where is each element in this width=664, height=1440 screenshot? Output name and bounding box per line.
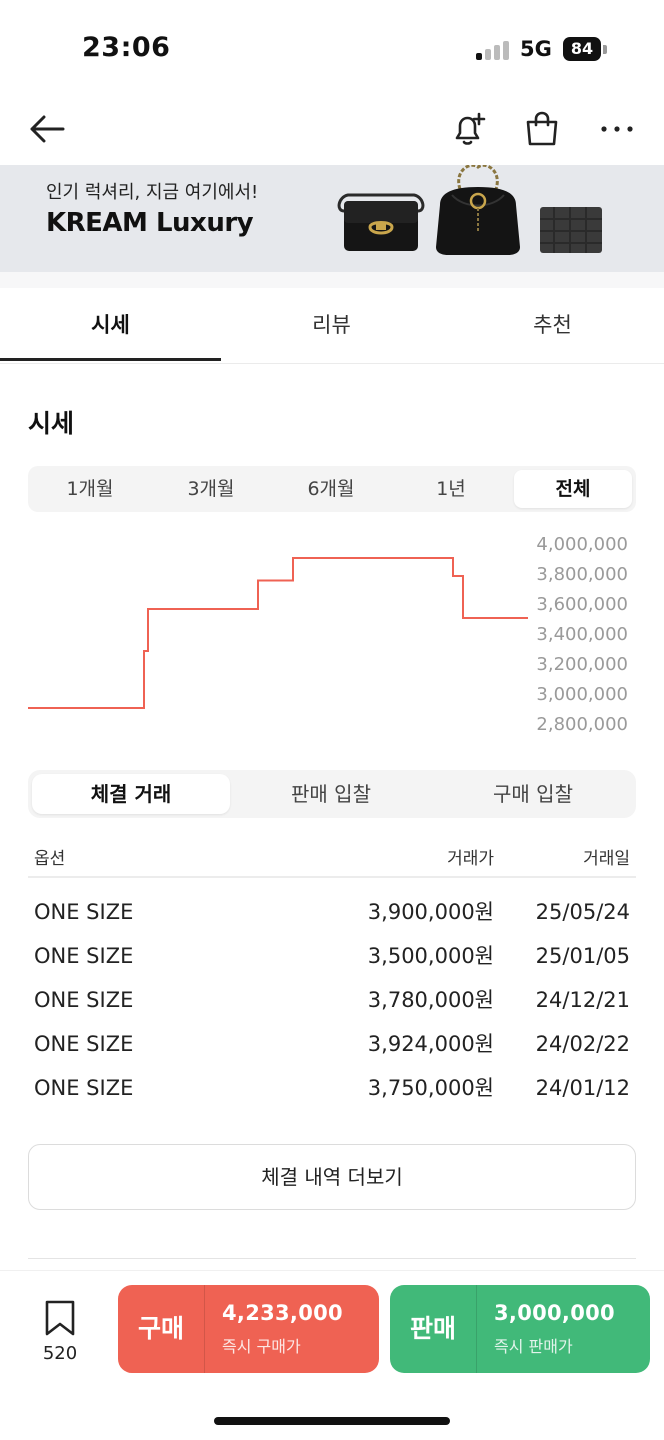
period-all[interactable]: 전체 — [514, 470, 632, 508]
row-date: 24/01/12 — [535, 1076, 630, 1100]
bottom-action-bar: 520 구매 4,233,000 즉시 구매가 판매 3,000,000 즉시 … — [0, 1270, 664, 1440]
detail-tabs: 시세 리뷰 추천 — [0, 288, 664, 364]
row-date: 24/02/22 — [535, 1032, 630, 1056]
black-shoulder-bag-image — [337, 193, 425, 251]
period-6-month[interactable]: 6개월 — [307, 478, 355, 500]
row-date: 24/12/21 — [535, 988, 630, 1012]
trade-tab-completed[interactable]: 체결 거래 — [32, 774, 230, 814]
trade-table-header: 옵션 거래가 거래일 — [28, 838, 636, 878]
row-option: ONE SIZE — [34, 900, 134, 924]
table-row: ONE SIZE 3,750,000원 24/01/12 — [34, 1066, 630, 1110]
row-price: 3,924,000원 — [367, 1032, 494, 1056]
price-chart: 4,000,000 3,800,000 3,600,000 3,400,000 3,20… — [0, 520, 664, 750]
header-price: 거래가 — [447, 849, 494, 869]
row-option: ONE SIZE — [34, 944, 134, 968]
period-1-year[interactable]: 1년 — [436, 478, 466, 500]
sell-sub-label: 즉시 판매가 — [494, 1337, 573, 1356]
buy-price: 4,233,000 — [222, 1301, 343, 1325]
y-tick-label: 4,000,000 — [536, 534, 628, 555]
status-bar: 23:06 5G 84 — [0, 0, 664, 96]
bookmark-icon — [45, 1300, 75, 1336]
y-tick-label: 2,800,000 — [536, 714, 628, 735]
banner-title: KREAM Luxury — [46, 208, 254, 238]
y-tick-label: 3,600,000 — [536, 594, 628, 615]
row-option: ONE SIZE — [34, 988, 134, 1012]
top-nav — [0, 96, 664, 162]
sell-button[interactable]: 판매 3,000,000 즉시 판매가 — [390, 1285, 650, 1373]
row-price: 3,900,000원 — [367, 900, 494, 924]
header-date: 거래일 — [583, 849, 630, 869]
trade-tab-sell-bids[interactable]: 판매 입찰 — [291, 782, 371, 806]
active-tab-indicator — [0, 358, 221, 361]
battery-tip — [603, 45, 607, 54]
promo-banner[interactable]: 인기 럭셔리, 지금 여기에서! KREAM Luxury — [0, 165, 664, 272]
table-row: ONE SIZE 3,780,000원 24/12/21 — [34, 978, 630, 1022]
row-option: ONE SIZE — [34, 1032, 134, 1056]
back-arrow-icon[interactable] — [22, 104, 72, 154]
tab-price[interactable]: 시세 — [91, 313, 130, 337]
sell-price: 3,000,000 — [494, 1301, 615, 1325]
sell-label: 판매 — [409, 1314, 456, 1343]
tab-review[interactable]: 리뷰 — [312, 313, 351, 337]
bell-plus-icon[interactable] — [443, 104, 493, 154]
card-wallet-image — [540, 207, 602, 253]
view-more-trades-button[interactable]: 체결 내역 더보기 — [28, 1144, 636, 1210]
network-label: 5G — [520, 37, 552, 61]
table-row: ONE SIZE 3,500,000원 25/01/05 — [34, 934, 630, 978]
table-row: ONE SIZE 3,900,000원 25/05/24 — [34, 890, 630, 934]
buy-divider — [204, 1285, 205, 1373]
period-1-month[interactable]: 1개월 — [66, 478, 114, 500]
wishlist-count: 520 — [42, 1343, 78, 1364]
black-drawstring-bag-image — [436, 165, 520, 255]
section-title: 시세 — [28, 409, 75, 438]
home-indicator — [214, 1417, 450, 1425]
divider — [28, 1258, 636, 1259]
section-separator — [0, 272, 664, 288]
row-price: 3,780,000원 — [367, 988, 494, 1012]
row-price: 3,750,000원 — [367, 1076, 494, 1100]
buy-label: 구매 — [137, 1314, 184, 1343]
price-chart-svg: 4,000,000 3,800,000 3,600,000 3,400,000 3,20… — [28, 534, 628, 735]
buy-button[interactable]: 구매 4,233,000 즉시 구매가 — [118, 1285, 379, 1373]
signal-icon — [476, 40, 510, 60]
battery-icon: 84 — [563, 37, 601, 61]
more-icon[interactable] — [592, 104, 642, 154]
period-selector: 1개월 3개월 6개월 1년 전체 — [28, 466, 636, 512]
period-3-month[interactable]: 3개월 — [187, 478, 235, 500]
table-row: ONE SIZE 3,924,000원 24/02/22 — [34, 1022, 630, 1066]
buy-sub-label: 즉시 구매가 — [222, 1337, 301, 1356]
banner-subtitle: 인기 럭셔리, 지금 여기에서! — [46, 182, 259, 203]
y-tick-label: 3,200,000 — [536, 654, 628, 675]
price-series-line — [28, 557, 528, 709]
row-price: 3,500,000원 — [367, 944, 494, 968]
tab-recommend[interactable]: 추천 — [533, 313, 572, 337]
y-tick-label: 3,400,000 — [536, 624, 628, 645]
row-date: 25/01/05 — [535, 944, 630, 968]
row-option: ONE SIZE — [34, 1076, 134, 1100]
trade-tab-buy-bids[interactable]: 구매 입찰 — [493, 782, 573, 806]
wishlist-button[interactable]: 520 — [28, 1299, 92, 1369]
header-option: 옵션 — [34, 849, 66, 869]
status-time: 23:06 — [82, 32, 171, 63]
sell-divider — [476, 1285, 477, 1373]
trade-type-selector: 체결 거래 판매 입찰 구매 입찰 — [28, 770, 636, 818]
shopping-bag-icon[interactable] — [517, 104, 567, 154]
row-date: 25/05/24 — [535, 900, 630, 924]
y-tick-label: 3,000,000 — [536, 684, 628, 705]
y-tick-label: 3,800,000 — [536, 564, 628, 585]
